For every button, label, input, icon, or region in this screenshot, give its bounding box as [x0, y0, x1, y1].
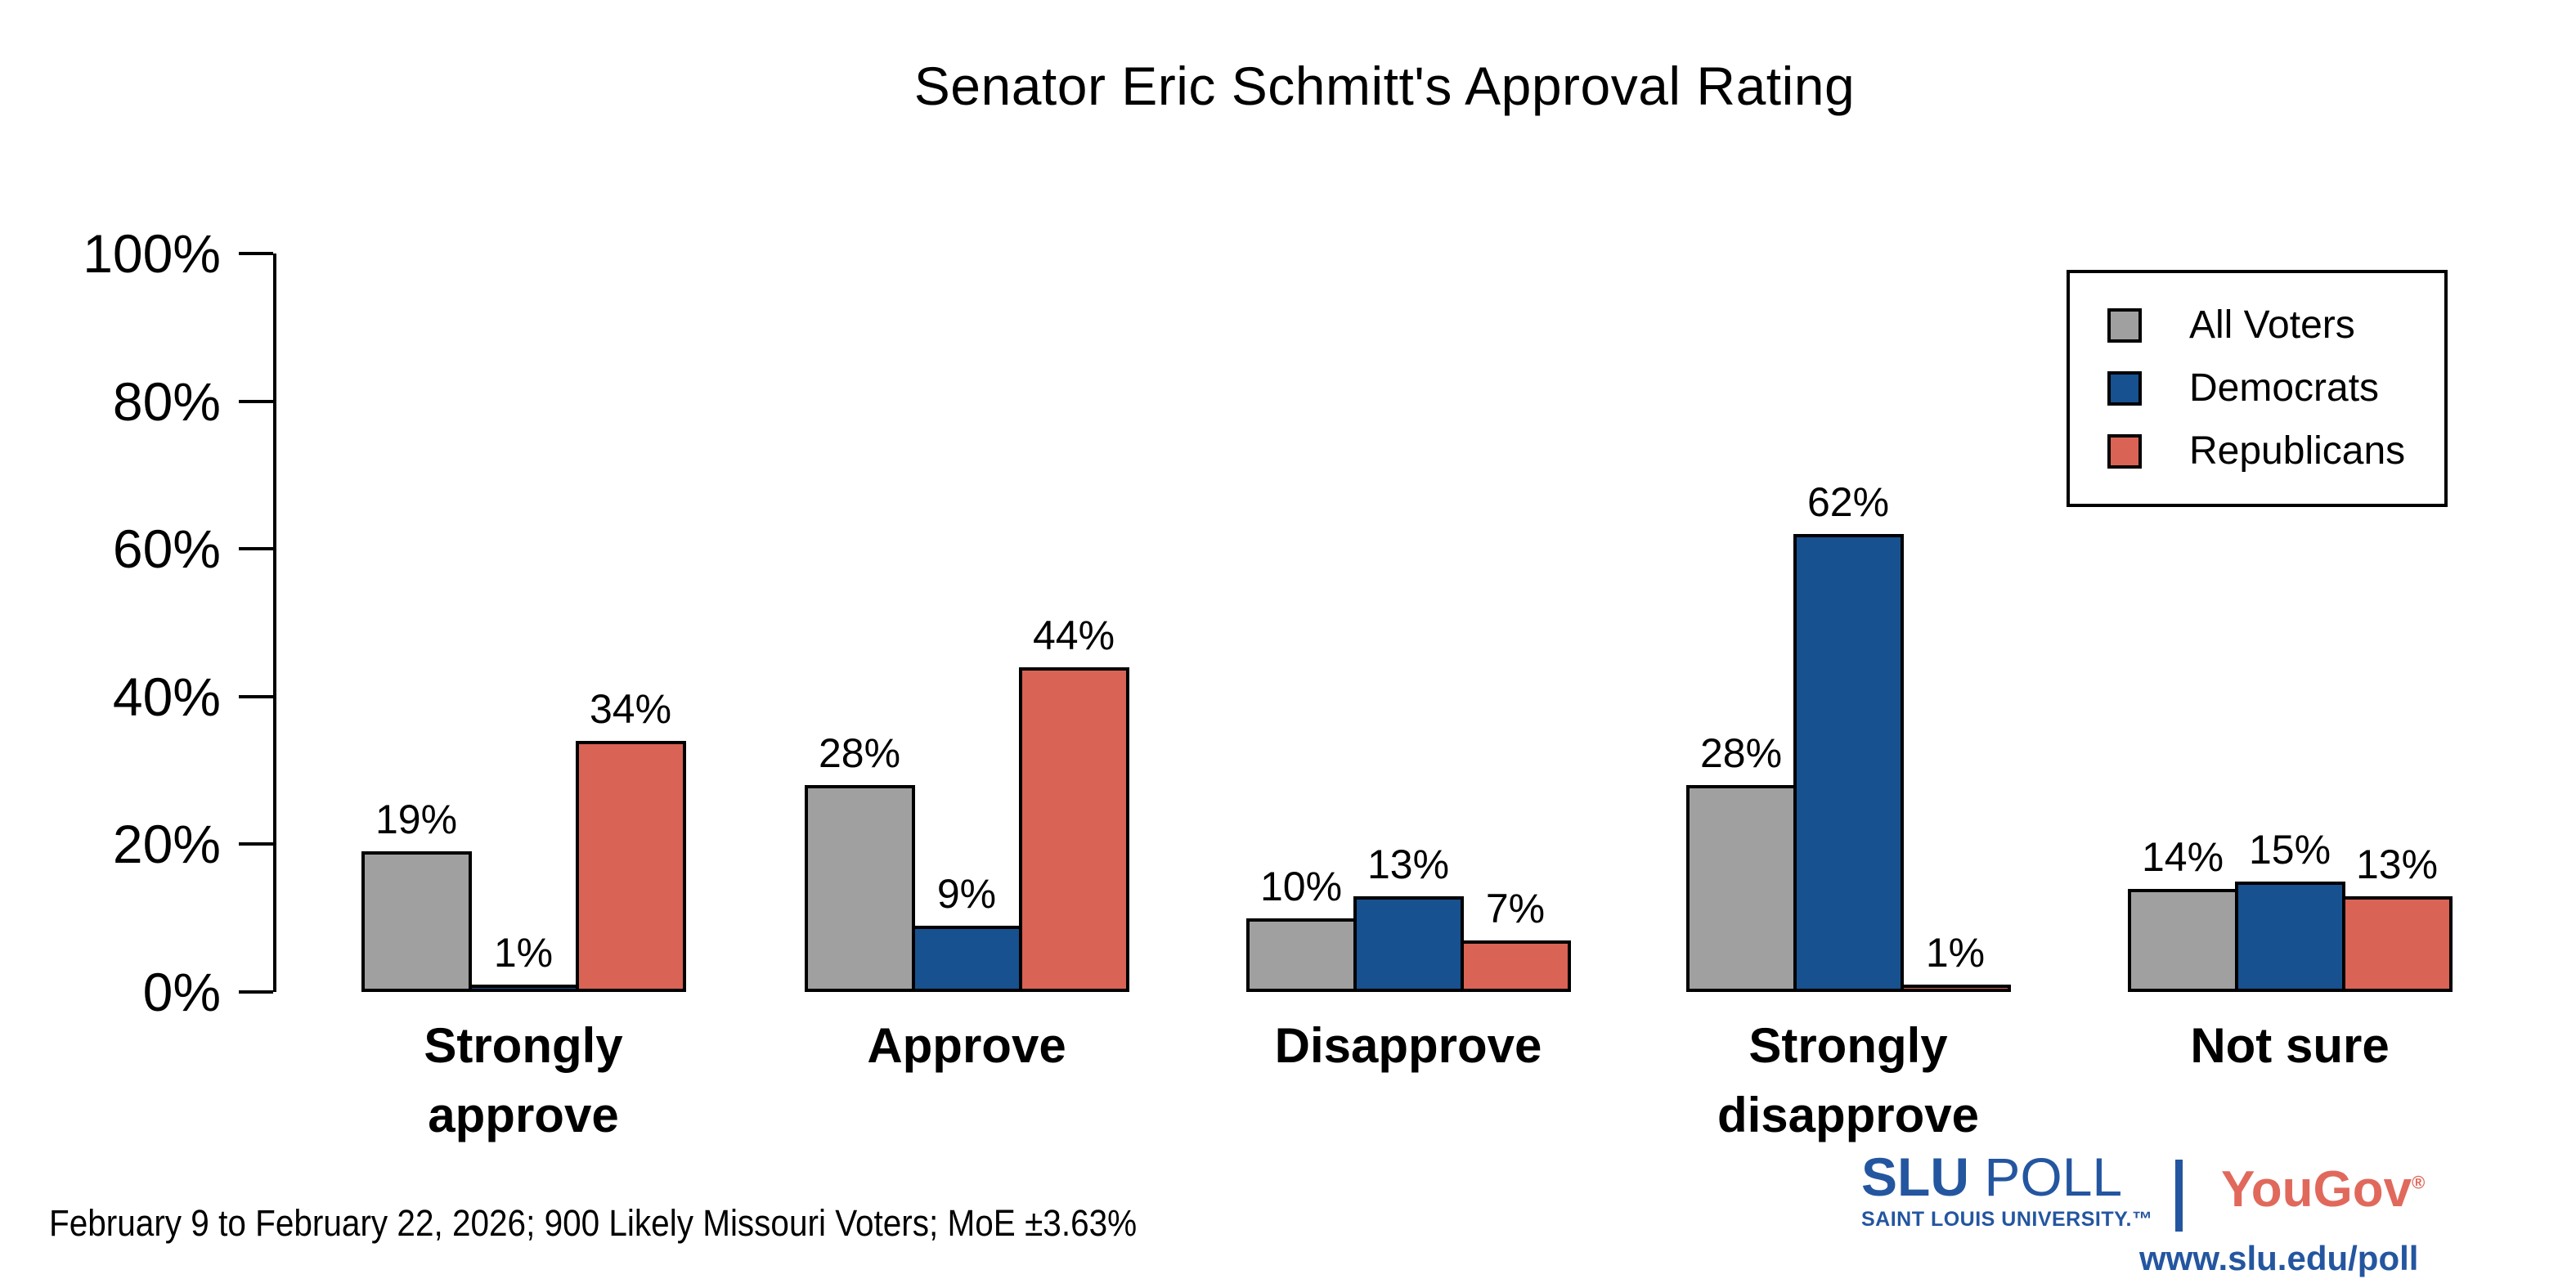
- legend-swatch-republicans: [2107, 434, 2142, 469]
- bar-group-approve: 28% 9% 44%: [804, 612, 1129, 992]
- slu-poll-logo-slu: SLU: [1861, 1147, 1985, 1207]
- bar-democrats: [911, 925, 1022, 992]
- bar-all-voters: [361, 851, 472, 992]
- bar-col-democrats-disapprove: 13%: [1353, 842, 1464, 992]
- bar-republicans: [575, 740, 686, 992]
- legend-row-all-voters: All Voters: [2107, 306, 2444, 345]
- bar-value-label: 1%: [493, 929, 554, 976]
- legend-row-democrats: Democrats: [2107, 369, 2444, 408]
- legend-swatch-all-voters: [2107, 308, 2142, 343]
- bar-col-all-voters-not-sure: 14%: [2127, 833, 2238, 992]
- legend-label-all-voters: All Voters: [2189, 303, 2355, 347]
- bar-group-strongly-disapprove: 28% 62% 1%: [1685, 480, 2011, 992]
- legend: All Voters Democrats Republicans: [2067, 270, 2448, 507]
- bar-col-republicans-approve: 44%: [1018, 612, 1129, 992]
- bar-value-label: 44%: [1032, 612, 1115, 658]
- bar-value-label: 1%: [1925, 929, 1986, 976]
- bar-value-label: 15%: [2248, 826, 2331, 873]
- y-tick-40: [239, 694, 273, 698]
- y-tick-label-100: 100%: [83, 223, 221, 284]
- bar-value-label: 14%: [2141, 833, 2224, 880]
- y-tick-0: [239, 990, 273, 994]
- bar-democrats: [1793, 534, 1904, 992]
- footer-note: February 9 to February 22, 2026; 900 Lik…: [49, 1202, 1138, 1244]
- category-label-strongly-approve: Strongly approve: [424, 1018, 623, 1142]
- registered-mark: ®: [2412, 1172, 2426, 1193]
- bar-col-democrats-strongly-approve: 1%: [468, 929, 579, 992]
- y-tick-label-80: 80%: [112, 370, 221, 432]
- bar-group-not-sure: 14% 15% 13%: [2127, 826, 2453, 992]
- slu-university-wordmark: SAINT LOUIS UNIVERSITY.™: [1861, 1208, 2153, 1231]
- logo-divider: [2175, 1160, 2183, 1232]
- bar-col-democrats-strongly-disapprove: 62%: [1793, 480, 1904, 992]
- slu-poll-logo: SLU POLL: [1861, 1150, 2122, 1204]
- bar-col-democrats-approve: 9%: [911, 870, 1022, 992]
- bar-value-label: 13%: [2355, 841, 2439, 887]
- bar-col-republicans-strongly-disapprove: 1%: [1900, 929, 2011, 992]
- category-label-approve: Approve: [867, 1018, 1066, 1073]
- bar-col-all-voters-disapprove: 10%: [1245, 863, 1357, 992]
- category-label-disapprove: Disapprove: [1274, 1018, 1542, 1073]
- bar-col-all-voters-approve: 28%: [804, 730, 915, 992]
- y-tick-label-40: 40%: [112, 666, 221, 727]
- bar-value-label: 62%: [1806, 479, 1890, 526]
- bar-col-republicans-disapprove: 7%: [1460, 885, 1571, 992]
- category-label-not-sure: Not sure: [2190, 1018, 2390, 1073]
- bar-col-all-voters-strongly-approve: 19%: [361, 797, 472, 992]
- legend-row-republicans: Republicans: [2107, 432, 2444, 471]
- bar-value-label: 10%: [1259, 863, 1343, 909]
- bar-value-label: 13%: [1367, 841, 1450, 887]
- legend-label-republicans: Republicans: [2189, 429, 2406, 473]
- category-label-strongly-disapprove: Strongly disapprove: [1717, 1018, 1980, 1142]
- y-tick-100: [239, 252, 273, 256]
- bar-value-label: 28%: [818, 730, 901, 777]
- y-tick-60: [239, 547, 273, 551]
- legend-swatch-democrats: [2107, 371, 2142, 406]
- bar-value-label: 28%: [1699, 730, 1783, 777]
- y-axis-line: [273, 254, 276, 992]
- slu-poll-logo-poll: POLL: [1984, 1147, 2123, 1207]
- bar-democrats: [2234, 881, 2345, 992]
- bar-col-democrats-not-sure: 15%: [2234, 826, 2345, 992]
- y-tick-label-0: 0%: [142, 962, 221, 1022]
- legend-label-democrats: Democrats: [2189, 366, 2380, 410]
- bar-democrats: [468, 984, 579, 992]
- bar-group-strongly-approve: 19% 1% 34%: [361, 687, 686, 992]
- y-tick-20: [239, 842, 273, 846]
- yougov-logo: YouGov®: [2221, 1165, 2425, 1215]
- bar-republicans: [2341, 895, 2453, 992]
- bar-democrats: [1353, 895, 1464, 992]
- y-tick-80: [239, 399, 273, 403]
- bar-value-label: 19%: [375, 797, 458, 843]
- bar-republicans: [1460, 940, 1571, 992]
- slu-poll-url: www.slu.edu/poll: [2139, 1239, 2419, 1277]
- bar-col-republicans-strongly-approve: 34%: [575, 685, 686, 992]
- bar-republicans: [1900, 984, 2011, 992]
- bar-republicans: [1018, 666, 1129, 992]
- bar-value-label: 9%: [936, 870, 997, 917]
- chart-title: Senator Eric Schmitt's Approval Rating: [913, 56, 1856, 116]
- bar-value-label: 7%: [1485, 885, 1546, 931]
- y-tick-label-20: 20%: [112, 814, 221, 875]
- bar-all-voters: [2127, 888, 2238, 992]
- plot-area: 0% 20% 40% 60% 80% 100% 19% 1% 34% 28% 9% 44% 10% 13%…: [83, 227, 2494, 1019]
- bar-col-republicans-not-sure: 13%: [2341, 841, 2453, 992]
- y-tick-label-60: 60%: [112, 518, 221, 580]
- yougov-logo-text: YouGov: [2221, 1161, 2412, 1218]
- bar-value-label: 34%: [589, 685, 672, 732]
- bar-col-all-voters-strongly-disapprove: 28%: [1685, 730, 1797, 992]
- bar-all-voters: [804, 785, 915, 992]
- bar-all-voters: [1685, 785, 1797, 992]
- bar-group-disapprove: 10% 13% 7%: [1245, 842, 1571, 992]
- bar-all-voters: [1245, 918, 1357, 992]
